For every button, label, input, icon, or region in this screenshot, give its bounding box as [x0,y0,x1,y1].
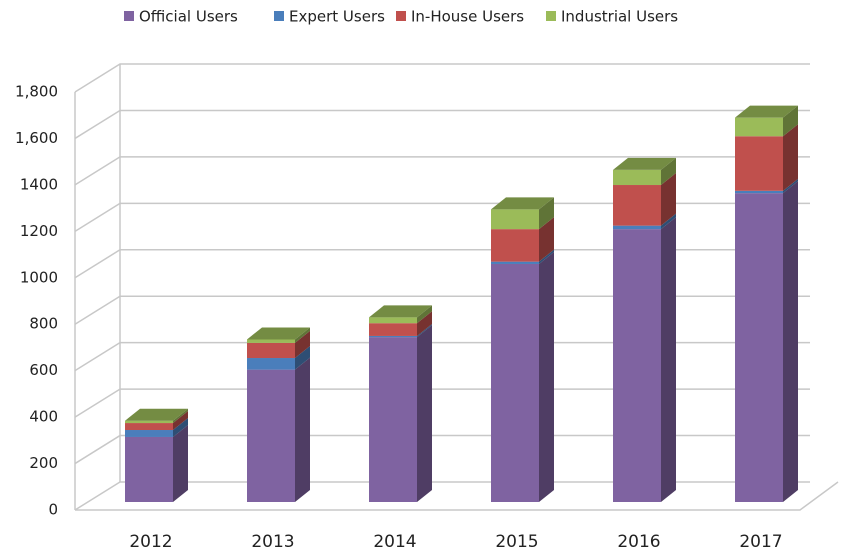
grid-line [74,63,810,93]
grid-line [74,249,810,279]
grid-line [74,434,810,465]
bar [247,358,295,370]
bar-side [783,181,798,502]
grid-line [74,388,810,418]
grid-line [74,341,810,372]
grid-line [74,109,810,140]
y-tick-label: 400 [29,408,58,426]
bar [491,229,539,262]
bar-side [173,411,188,431]
bar [369,337,417,502]
legend-swatch [396,11,406,21]
bar-side [783,105,798,137]
grid-line [74,481,810,511]
bar [491,209,539,230]
bar-side [173,424,188,502]
bar [491,263,539,502]
y-tick-label: 0 [48,501,58,519]
x-tick-label: 2014 [373,532,416,552]
x-tick-label: 2017 [739,532,782,552]
y-tick-label: 1000 [20,268,58,286]
bar-side [539,249,554,264]
x-tick-label: 2012 [129,532,172,552]
bar-side [295,330,310,359]
bar [369,335,417,338]
legend-swatch [124,11,134,21]
y-tick-label: 800 [29,315,58,333]
bar-side [417,305,432,324]
bar [491,261,539,264]
y-tick-label: 600 [29,361,58,379]
bar-side [539,197,554,230]
legend-swatch [546,11,556,21]
bar [613,225,661,230]
bar-side [539,251,554,502]
bar-side [417,323,432,338]
x-tick-label: 2015 [495,532,538,552]
bar [125,436,173,502]
bar-side [661,217,676,502]
bar-side [661,157,676,186]
bar [613,169,661,186]
bar [125,423,173,431]
bar [369,323,417,336]
bar-side [783,124,798,191]
bar-side [661,173,676,226]
bar [125,430,173,437]
bar-side [295,327,310,343]
bar-top [613,157,676,170]
y-tick-label: 1200 [20,222,58,240]
bar-side [783,178,798,194]
legend-label: Expert Users [289,8,385,26]
grid-line [74,295,810,325]
bar [735,193,783,502]
bar-side [417,311,432,336]
y-tick-label: 1400 [20,175,58,193]
bar [735,117,783,137]
bar-top [369,305,432,318]
bar-top [735,105,798,118]
bar-top [491,197,554,210]
bar [125,420,173,424]
bar [247,339,295,343]
grid-line [74,202,810,232]
bar-side [173,418,188,437]
bar-top [125,408,188,421]
bar [369,317,417,324]
bar-side [295,357,310,502]
bar-side [417,325,432,502]
x-tick-label: 2013 [251,532,294,552]
bar [613,185,661,226]
bar-top [247,327,310,340]
bar [613,229,661,502]
bar-side [173,408,188,424]
legend-swatch [274,11,284,21]
legend-label: Industrial Users [561,8,678,26]
bar [247,342,295,359]
x-tick-label: 2016 [617,532,660,552]
bar-side [295,346,310,370]
bar [735,190,783,194]
grid-line [74,156,810,186]
y-tick-label: 200 [29,454,58,472]
y-tick-label: 1,600 [15,129,58,147]
bar [247,369,295,502]
bar [735,136,783,191]
floor-edge [75,481,839,511]
y-tick-label: 1,800 [15,83,58,101]
bar-side [539,217,554,262]
legend-label: Official Users [139,8,238,26]
bar-side [661,213,676,230]
legend-label: In-House Users [411,8,524,26]
